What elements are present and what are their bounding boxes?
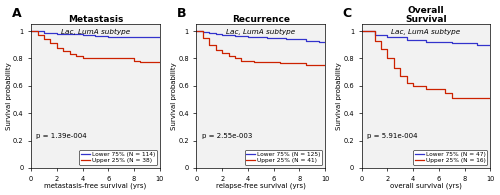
Text: Lac, LumA subtype: Lac, LumA subtype: [61, 28, 130, 35]
Legend: Lower 75% (N = 114), Upper 25% (N = 38): Lower 75% (N = 114), Upper 25% (N = 38): [80, 150, 157, 165]
Legend: Lower 75% (N = 47), Upper 25% (N = 16): Lower 75% (N = 47), Upper 25% (N = 16): [414, 150, 488, 165]
Legend: Lower 75% (N = 125), Upper 25% (N = 41): Lower 75% (N = 125), Upper 25% (N = 41): [244, 150, 322, 165]
Y-axis label: Survival probability: Survival probability: [336, 62, 342, 130]
Text: Lac, LumA subtype: Lac, LumA subtype: [226, 28, 296, 35]
Y-axis label: Survival probability: Survival probability: [171, 62, 177, 130]
Text: p = 2.55e-003: p = 2.55e-003: [202, 133, 252, 139]
Text: C: C: [342, 7, 351, 20]
Title: Metastasis: Metastasis: [68, 15, 123, 24]
Y-axis label: Survival probability: Survival probability: [6, 62, 12, 130]
X-axis label: overall survival (yrs): overall survival (yrs): [390, 183, 462, 190]
X-axis label: relapse-free survival (yrs): relapse-free survival (yrs): [216, 183, 306, 190]
Text: B: B: [177, 7, 186, 20]
X-axis label: metastasis-free survival (yrs): metastasis-free survival (yrs): [44, 183, 146, 190]
Text: Lac, LumA subtype: Lac, LumA subtype: [392, 28, 460, 35]
Text: A: A: [12, 7, 22, 20]
Title: Overall
Survival: Overall Survival: [405, 5, 447, 24]
Text: p = 1.39e-004: p = 1.39e-004: [36, 133, 87, 139]
Title: Recurrence: Recurrence: [232, 15, 290, 24]
Text: p = 5.91e-004: p = 5.91e-004: [367, 133, 418, 139]
